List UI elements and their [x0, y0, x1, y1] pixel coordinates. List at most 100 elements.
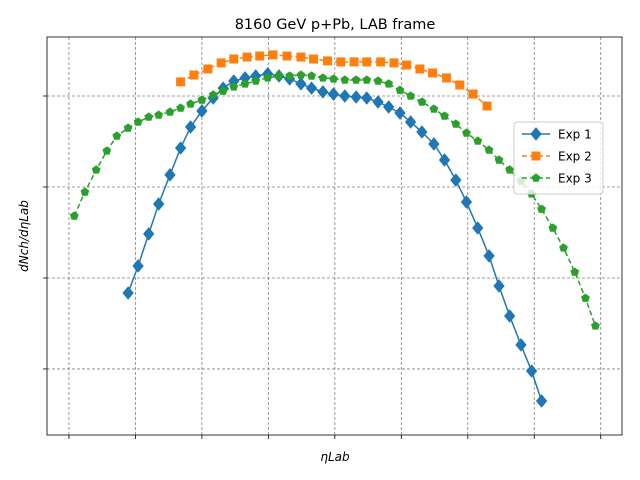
- data-point: [122, 286, 134, 300]
- data-point: [460, 195, 473, 209]
- data-point: [537, 204, 546, 213]
- data-point: [402, 60, 412, 70]
- data-point: [361, 91, 373, 105]
- data-point: [189, 70, 199, 80]
- data-point: [429, 104, 439, 113]
- data-point: [373, 76, 383, 85]
- x-axis-label: ηLab: [320, 450, 350, 464]
- data-point: [196, 104, 208, 118]
- data-point: [504, 309, 516, 323]
- data-point: [317, 85, 329, 99]
- data-point: [394, 106, 406, 120]
- data-point: [309, 54, 319, 64]
- data-point: [406, 91, 416, 100]
- data-point: [144, 112, 154, 121]
- data-point: [415, 64, 425, 74]
- data-point: [285, 71, 295, 80]
- data-point: [525, 364, 538, 378]
- data-point: [153, 197, 165, 211]
- data-point: [442, 73, 452, 83]
- data-point: [559, 243, 568, 252]
- data-point: [493, 279, 505, 293]
- data-point: [307, 71, 316, 80]
- data-point: [176, 103, 186, 112]
- data-point: [591, 321, 600, 330]
- data-point: [384, 79, 394, 88]
- legend-marker: [531, 173, 541, 182]
- data-point: [208, 90, 218, 99]
- data-point: [548, 223, 558, 232]
- data-point: [484, 145, 494, 154]
- data-point: [186, 99, 195, 108]
- data-point: [417, 97, 427, 106]
- data-point: [143, 227, 155, 241]
- data-point: [102, 146, 112, 155]
- data-point: [455, 80, 465, 90]
- data-point: [362, 57, 372, 67]
- data-point: [203, 64, 213, 74]
- data-point: [376, 57, 386, 67]
- data-point: [570, 267, 580, 276]
- data-point: [362, 75, 372, 84]
- data-point: [428, 68, 438, 78]
- data-point: [339, 89, 351, 103]
- legend-marker: [531, 151, 541, 161]
- data-point: [91, 165, 101, 174]
- data-point: [263, 73, 273, 82]
- legend-label: Exp 3: [558, 172, 592, 186]
- data-point: [451, 119, 461, 128]
- series: [69, 70, 600, 330]
- data-point: [389, 58, 399, 68]
- data-point: [336, 57, 346, 67]
- data-point: [395, 85, 405, 94]
- data-point: [296, 70, 306, 79]
- data-point: [535, 394, 548, 408]
- data-point: [69, 211, 79, 220]
- data-point: [240, 79, 250, 88]
- data-point: [255, 51, 265, 61]
- data-point: [123, 123, 133, 132]
- data-point: [472, 221, 484, 235]
- data-point: [340, 75, 350, 84]
- data-point: [473, 136, 483, 145]
- data-point: [450, 173, 462, 187]
- data-point: [505, 165, 515, 174]
- data-point: [165, 107, 175, 116]
- data-point: [416, 125, 428, 139]
- data-point: [184, 120, 197, 134]
- data-point: [383, 100, 395, 114]
- y-axis-label: dNch/dηLab: [17, 200, 31, 272]
- data-point: [483, 249, 495, 263]
- data-point: [323, 56, 333, 66]
- data-point: [174, 141, 187, 155]
- data-point: [438, 153, 451, 167]
- data-point: [197, 95, 207, 104]
- data-point: [268, 50, 278, 60]
- data-point: [164, 168, 176, 182]
- data-point: [154, 110, 164, 119]
- data-point: [251, 76, 261, 85]
- data-point: [581, 293, 590, 302]
- data-point: [318, 73, 328, 82]
- legend-marker: [530, 127, 542, 141]
- data-point: [428, 137, 440, 151]
- data-point: [274, 71, 284, 80]
- legend-label: Exp 2: [558, 150, 592, 164]
- data-point: [515, 338, 527, 352]
- data-point: [282, 51, 292, 61]
- data-point: [229, 82, 239, 91]
- data-point: [218, 86, 228, 95]
- data-point: [468, 89, 478, 99]
- data-point: [404, 115, 417, 129]
- data-point: [305, 81, 318, 95]
- data-point: [329, 74, 338, 83]
- chart-title: 8160 GeV p+Pb, LAB frame: [235, 17, 436, 33]
- data-point: [216, 58, 226, 68]
- data-point: [112, 131, 122, 140]
- data-point: [440, 111, 449, 120]
- plot-frame: [46, 36, 623, 436]
- data-point: [351, 75, 361, 84]
- data-point: [462, 128, 471, 137]
- legend-label: Exp 1: [558, 128, 592, 142]
- data-point: [229, 54, 239, 64]
